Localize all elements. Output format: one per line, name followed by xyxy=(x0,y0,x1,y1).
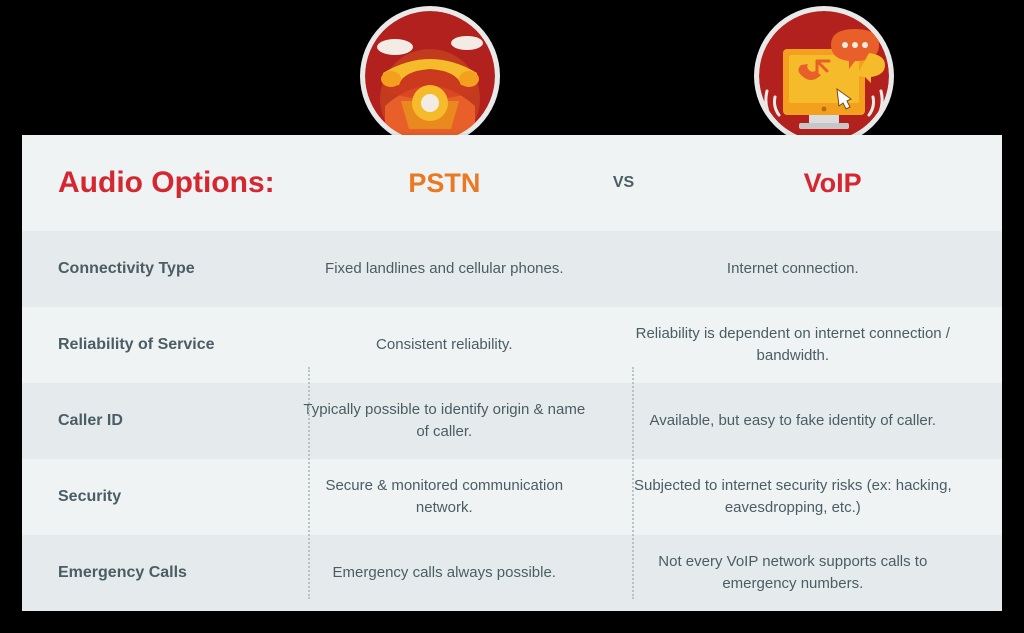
voip-badge xyxy=(754,6,894,146)
cell-voip: Subjected to internet security risks (ex… xyxy=(604,475,982,519)
table-row: Security Secure & monitored communicatio… xyxy=(22,459,1002,535)
header-row: Audio Options: PSTN VS VoIP xyxy=(22,135,1002,231)
comparison-panel: Audio Options: PSTN VS VoIP Connectivity… xyxy=(22,135,1002,611)
row-label: Emergency Calls xyxy=(58,564,285,582)
voip-badge-inner xyxy=(759,11,889,141)
divider-left xyxy=(308,367,310,599)
row-label: Caller ID xyxy=(58,412,285,430)
table-row: Connectivity Type Fixed landlines and ce… xyxy=(22,231,1002,307)
table-row: Emergency Calls Emergency calls always p… xyxy=(22,535,1002,611)
table-row: Reliability of Service Consistent reliab… xyxy=(22,307,1002,383)
cell-pstn: Secure & monitored communication network… xyxy=(285,475,604,519)
pstn-badge xyxy=(360,6,500,146)
cell-voip: Not every VoIP network supports calls to… xyxy=(604,551,982,595)
cell-voip: Reliability is dependent on internet con… xyxy=(604,323,982,367)
column-header-voip: VoIP xyxy=(683,168,982,199)
cell-voip: Internet connection. xyxy=(604,258,982,280)
row-label: Security xyxy=(58,488,285,506)
voip-computer-icon xyxy=(759,11,889,141)
row-label: Connectivity Type xyxy=(58,260,285,278)
pstn-badge-inner xyxy=(365,11,495,141)
cell-pstn: Fixed landlines and cellular phones. xyxy=(285,258,604,280)
panel-title: Audio Options: xyxy=(58,166,325,200)
table-row: Caller ID Typically possible to identify… xyxy=(22,383,1002,459)
cell-pstn: Typically possible to identify origin & … xyxy=(285,399,604,443)
pstn-phone-icon xyxy=(365,11,495,141)
row-label: Reliability of Service xyxy=(58,336,285,354)
cell-pstn: Emergency calls always possible. xyxy=(285,562,604,584)
divider-right xyxy=(632,367,634,599)
column-header-pstn: PSTN xyxy=(325,168,564,199)
column-header-vs: VS xyxy=(564,174,683,192)
cell-voip: Available, but easy to fake identity of … xyxy=(604,410,982,432)
cell-pstn: Consistent reliability. xyxy=(285,334,604,356)
